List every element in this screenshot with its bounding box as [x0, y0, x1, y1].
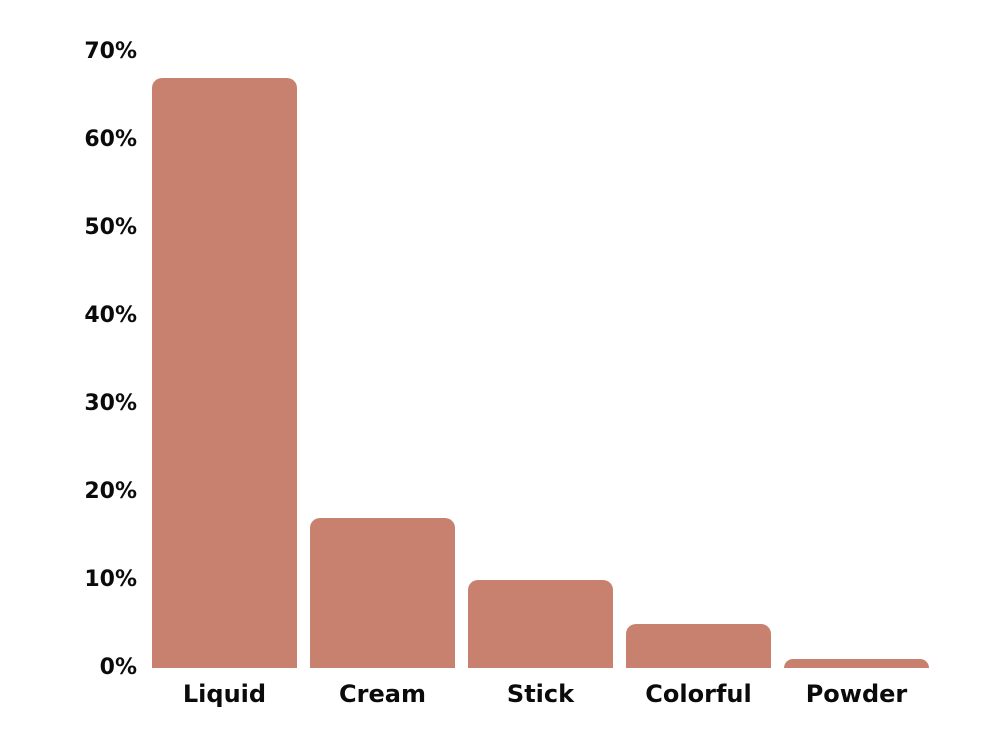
bar-stick — [468, 580, 613, 668]
category-label: Liquid — [182, 680, 267, 708]
category-label: Colorful — [645, 680, 752, 708]
category-label: Cream — [339, 680, 426, 708]
bar-liquid — [152, 78, 297, 668]
y-tick-label: 20% — [84, 479, 137, 504]
bar-colorful — [626, 624, 771, 668]
y-tick-label: 60% — [84, 127, 137, 152]
y-tick-label: 30% — [84, 391, 137, 416]
y-tick-label: 50% — [84, 215, 137, 240]
y-tick-label: 10% — [84, 567, 137, 592]
category-label: Powder — [805, 680, 908, 708]
bar-cream — [310, 518, 455, 668]
y-tick-label: 40% — [84, 303, 137, 328]
bar-powder — [784, 659, 929, 668]
y-tick-label: 0% — [99, 655, 137, 680]
category-label: Stick — [506, 680, 575, 708]
y-tick-label: 70% — [84, 39, 137, 64]
